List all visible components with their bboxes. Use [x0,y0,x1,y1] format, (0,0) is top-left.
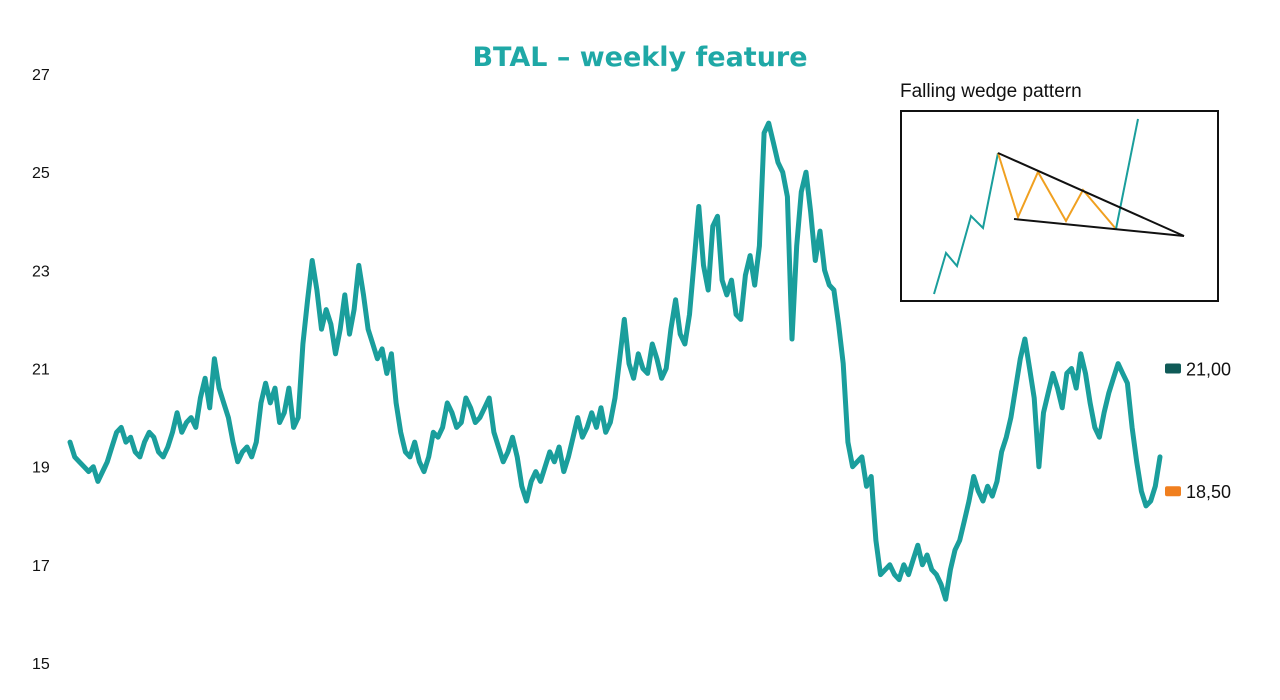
price-tag-label: 21,00 [1186,360,1231,380]
price-line [67,120,1163,602]
y-tick-label: 21 [32,362,50,379]
price-tag-marker [1165,363,1181,374]
y-tick-label: 27 [32,67,50,84]
inset-breakout-line [1115,118,1139,230]
inset-frame [900,110,1219,302]
y-axis: 27 25 23 21 19 17 15 [32,67,50,673]
inset-upper-trendline [997,152,1185,237]
y-tick-label: 17 [32,558,50,575]
y-tick-label: 15 [32,656,50,673]
inset-panel: Falling wedge pattern [900,81,1219,302]
price-tag-label: 18,50 [1186,482,1231,502]
chart-title: BTAL – weekly feature [472,42,807,73]
series-layer [67,120,1163,602]
price-tag-marker [1165,486,1181,497]
y-tick-label: 23 [32,263,50,280]
inset-wedge-zigzag [997,152,1117,230]
inset-title: Falling wedge pattern [900,81,1082,102]
inset-lower-trendline [1013,218,1185,237]
y-tick-label: 19 [32,460,50,477]
price-tags: 21,00 18,50 [1165,360,1231,502]
inset-lead-line [933,152,999,295]
y-tick-label: 25 [32,165,50,182]
